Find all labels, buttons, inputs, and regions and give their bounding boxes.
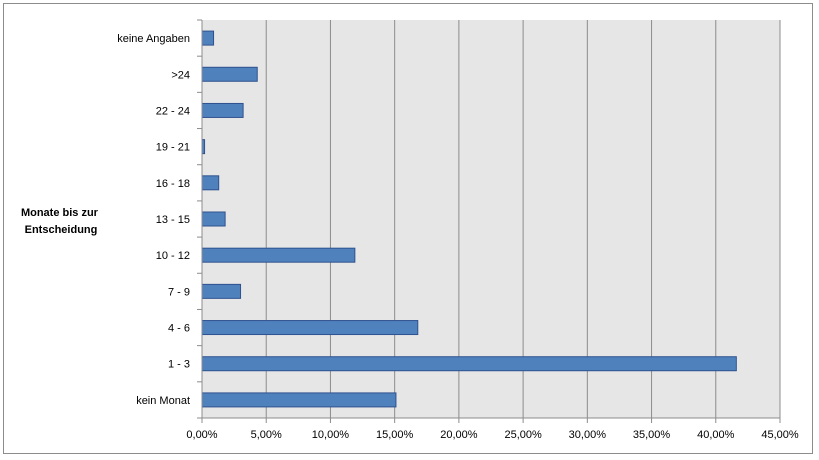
x-tick-label: 15,00%: [376, 429, 414, 441]
category-labels: kein Monat 1 - 3 4 - 6 7 - 9 10 - 12 13 - 15 1…: [117, 33, 190, 407]
bar: [201, 356, 737, 372]
category-label: 16 - 18: [156, 178, 190, 190]
bar: [201, 320, 419, 336]
bar: [201, 283, 242, 299]
category-label: 19 - 21: [156, 142, 190, 154]
axes: [197, 19, 781, 423]
category-label: kein Monat: [136, 395, 190, 407]
plot-area: [202, 20, 780, 418]
x-tick-label: 45,00%: [761, 429, 799, 441]
bar: [201, 30, 215, 46]
category-label: 1 - 3: [168, 359, 190, 371]
bar: [201, 102, 244, 118]
category-label: >24: [171, 69, 190, 81]
x-tick-label: 35,00%: [633, 429, 671, 441]
category-label: 13 - 15: [156, 214, 190, 226]
x-tick-label: 30,00%: [569, 429, 607, 441]
x-tick-label: 5,00%: [251, 429, 282, 441]
x-tick-label: 25,00%: [504, 429, 542, 441]
y-axis-title-line-2: Entscheidung: [25, 224, 98, 236]
bars: [201, 30, 737, 408]
category-label: 7 - 9: [168, 286, 190, 298]
x-tick-label: 20,00%: [440, 429, 478, 441]
bar: [201, 247, 356, 263]
bar: [201, 392, 397, 408]
category-label: 22 - 24: [156, 105, 190, 117]
category-label: 4 - 6: [168, 323, 190, 335]
x-tick-label: 40,00%: [697, 429, 735, 441]
bar: [201, 66, 258, 82]
x-tick-labels: 0,00% 5,00% 10,00% 15,00% 20,00% 25,00% 30,00%…: [186, 429, 798, 441]
gridlines: [265, 20, 781, 418]
bar: [201, 211, 226, 227]
y-axis-title-line-1: Monate bis zur: [21, 207, 99, 219]
bar: [201, 175, 220, 191]
category-label: keine Angaben: [117, 33, 190, 45]
x-tick-label: 0,00%: [186, 429, 217, 441]
category-label: 10 - 12: [156, 250, 190, 262]
y-axis-title: Monate bis zur Entscheidung: [21, 207, 101, 236]
x-tick-label: 10,00%: [312, 429, 350, 441]
